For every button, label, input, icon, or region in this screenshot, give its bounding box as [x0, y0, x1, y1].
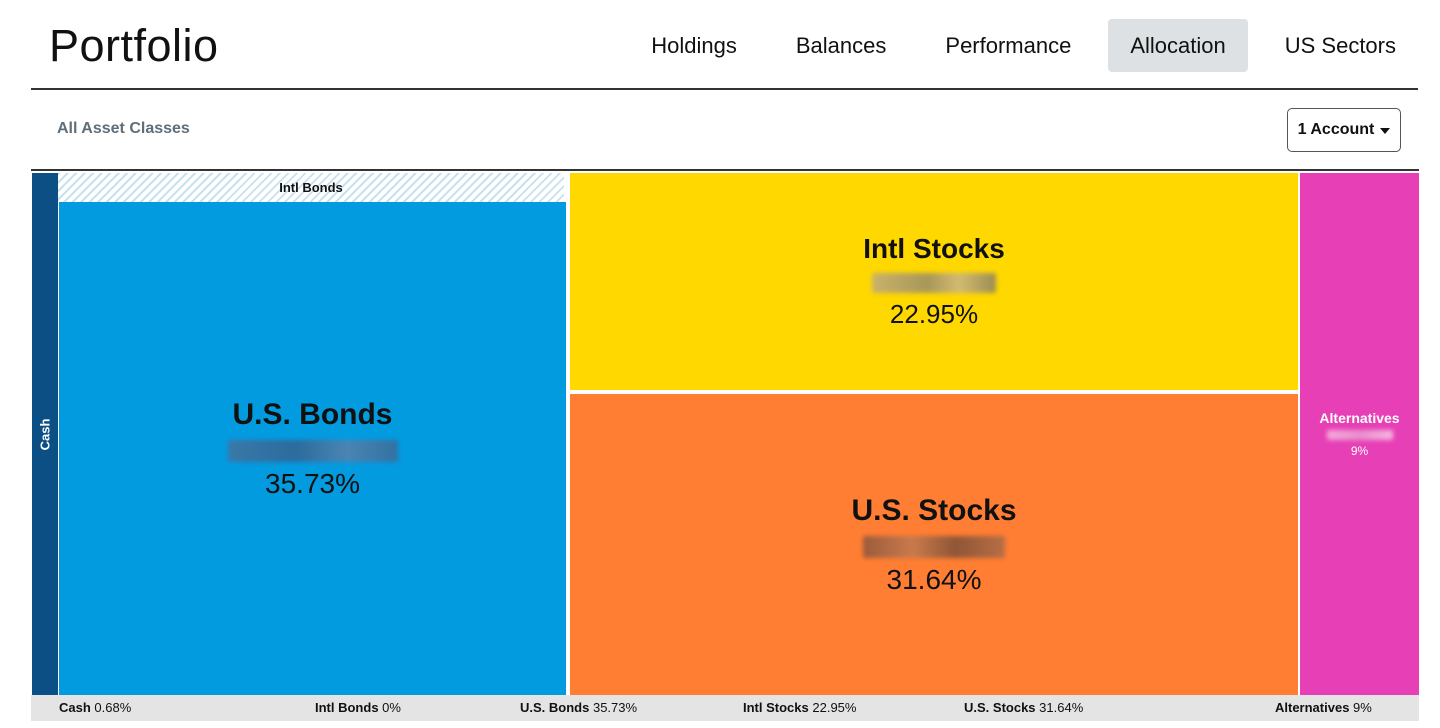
account-select[interactable]: 1 Account [1287, 108, 1401, 152]
tile-label-intl-stocks: Intl Stocks [863, 233, 1005, 264]
tab-performance[interactable]: Performance [945, 32, 1072, 58]
legend-name: Intl Bonds [315, 700, 379, 715]
treemap-tile-alternatives[interactable]: Alternatives 9% [1298, 173, 1419, 695]
redacted-amount [227, 439, 398, 462]
legend-item-intl-stocks: Intl Stocks 22.95% [743, 700, 856, 715]
treemap-tile-cash[interactable]: Cash [32, 173, 58, 695]
tile-label-alternatives: Alternatives [1319, 410, 1400, 426]
tab-balances[interactable]: Balances [795, 32, 887, 58]
tab-allocation[interactable]: Allocation [1108, 19, 1248, 72]
legend-pct: 0% [382, 700, 401, 715]
redacted-amount [872, 273, 996, 293]
page-header: Portfolio Holdings Balances Performance … [31, 0, 1418, 90]
tile-pct-alternatives: 9% [1350, 444, 1369, 458]
legend-name: Alternatives [1275, 700, 1350, 715]
legend-pct: 9% [1353, 700, 1372, 715]
legend-name: Intl Stocks [743, 700, 809, 715]
legend-pct: 0.68% [94, 700, 132, 715]
redacted-amount [1326, 430, 1393, 440]
legend-name: Cash [59, 700, 91, 715]
caret-down-icon [1380, 127, 1391, 134]
allocation-treemap: Cash Intl Bonds U.S. Bonds 35.73% Intl S… [31, 169, 1419, 695]
treemap-tile-intl-bonds[interactable]: Intl Bonds [58, 173, 566, 202]
legend-item-intl-bonds: Intl Bonds 0% [315, 700, 401, 715]
allocation-legend: Cash 0.68% Intl Bonds 0% U.S. Bonds 35.7… [31, 695, 1419, 721]
treemap-tile-intl-stocks[interactable]: Intl Stocks 22.95% [568, 173, 1298, 390]
legend-pct: 35.73% [592, 700, 638, 715]
tile-pct-intl-stocks: 22.95% [889, 299, 979, 329]
legend-item-cash: Cash 0.68% [59, 700, 131, 715]
tile-label-cash: Cash [37, 418, 53, 450]
nav-tabs: Holdings Balances Performance Allocation… [614, 19, 1418, 72]
tile-pct-us-stocks: 31.64% [886, 563, 982, 595]
treemap-tile-us-stocks[interactable]: U.S. Stocks 31.64% [568, 392, 1298, 695]
legend-name: U.S. Bonds [520, 700, 590, 715]
legend-pct: 31.64% [1039, 700, 1084, 715]
legend-item-alternatives: Alternatives 9% [1275, 700, 1372, 715]
tile-label-intl-bonds: Intl Bonds [279, 180, 343, 195]
page-title: Portfolio [49, 20, 219, 71]
tab-holdings[interactable]: Holdings [651, 32, 737, 58]
treemap-tile-us-bonds[interactable]: U.S. Bonds 35.73% [59, 202, 566, 695]
legend-item-us-bonds: U.S. Bonds 35.73% [520, 700, 637, 715]
legend-name: U.S. Stocks [964, 700, 1036, 715]
tile-label-us-stocks: U.S. Stocks [851, 493, 1017, 527]
tile-pct-us-bonds: 35.73% [265, 467, 360, 499]
legend-pct: 22.95% [812, 700, 857, 715]
account-select-label: 1 Account [1297, 121, 1375, 138]
tile-label-us-bonds: U.S. Bonds [232, 397, 393, 431]
legend-item-us-stocks: U.S. Stocks 31.64% [964, 700, 1083, 715]
redacted-amount [863, 535, 1005, 558]
asset-classes-filter[interactable]: All Asset Classes [57, 120, 190, 137]
tab-us-sectors[interactable]: US Sectors [1284, 32, 1396, 58]
